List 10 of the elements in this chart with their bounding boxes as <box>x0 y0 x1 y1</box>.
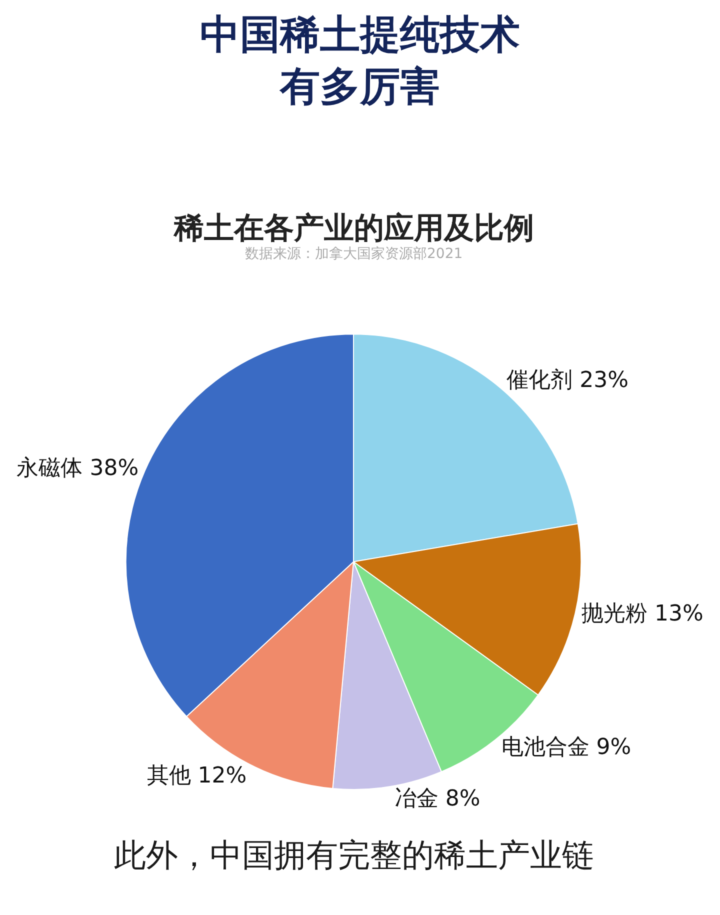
text: 此外，中国拥有完整的稀土产业链 <box>114 836 594 874</box>
slice-label: 催化剂 23% <box>506 368 629 394</box>
slice-label: 其他 12% <box>146 764 247 789</box>
slice-label: 电池合金 9% <box>501 735 632 760</box>
slice-label: 抛光粉 13% <box>581 602 704 627</box>
chart-title: 中国稀土提纯技术有多厉害 <box>200 12 520 110</box>
chart-subtitle: 稀土在各产业的应用及比例 <box>173 211 534 246</box>
slice-label: 永磁体 38% <box>16 456 139 482</box>
slice-label: 冶金 8% <box>394 786 480 812</box>
source-note: 数据来源：加拿大国家资源部2021 <box>245 246 463 262</box>
